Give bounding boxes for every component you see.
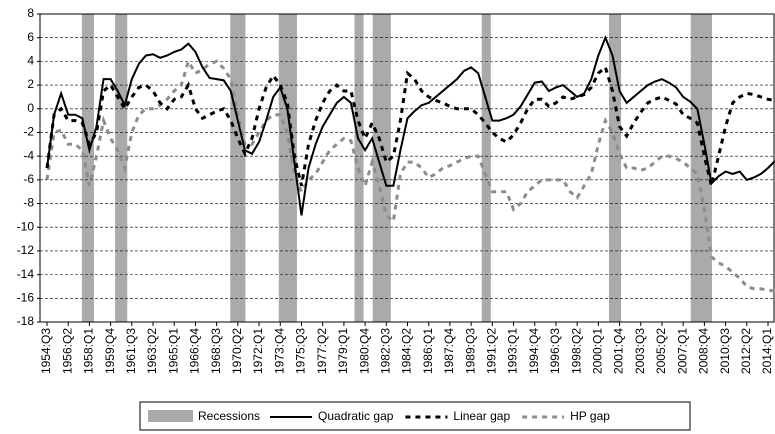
x-tick-label: 1998:Q2 [569,328,583,374]
x-tick-label: 1961:Q3 [124,328,138,374]
y-tick-label: 6 [27,30,34,44]
series-line [45,57,775,293]
x-tick-label: 1984:Q2 [400,328,414,374]
y-tick-label: -18 [17,314,35,328]
x-tick-label: 2001:Q4 [612,328,626,374]
y-tick-label: 2 [27,77,34,91]
y-tick-label: -16 [17,290,35,304]
y-tick-label: -14 [17,267,35,281]
recession-band [608,14,622,322]
x-tick-label: 1973:Q4 [272,328,286,374]
x-tick-label: 1963:Q2 [145,328,159,374]
y-tick-label: -8 [23,196,34,210]
x-tick-label: 1989:Q3 [463,328,477,374]
legend: Recessions Quadratic gap Linear gap HP gap [139,401,691,431]
x-tick-label: 1986:Q1 [421,328,435,374]
x-tick-label: 1972:Q1 [251,328,265,374]
legend-swatch [148,410,193,422]
x-tick-label: 2000:Q1 [591,328,605,374]
x-tick-label: 1970:Q2 [230,328,244,374]
x-tick-label: 1991:Q2 [484,328,498,374]
legend-label: Quadratic gap [318,409,394,423]
y-tick-label: -2 [23,125,34,139]
x-tick-label: 1987:Q4 [442,328,456,374]
x-tick-label: 1954:Q3 [39,328,53,374]
x-tick-label: 1996:Q3 [548,328,562,374]
x-tick-label: 1958:Q1 [82,328,96,374]
x-tick-label: 2005:Q2 [654,328,668,374]
x-tick-label: 1966:Q4 [188,328,202,374]
x-tick-label: 1965:Q1 [166,328,180,374]
y-tick-label: -4 [23,148,34,162]
x-tick-label: 1979:Q1 [336,328,350,374]
legend-box [139,401,691,431]
recession-band [278,14,297,322]
x-tick-label: 2003:Q3 [633,328,647,374]
x-tick-label: 1968:Q3 [209,328,223,374]
x-tick-label: 2010:Q3 [718,328,732,374]
series-line [45,64,775,187]
y-tick-label: 0 [27,101,34,115]
legend-label: Recessions [198,409,260,423]
y-tick-label: -6 [23,172,34,186]
x-tick-label: 1975:Q3 [294,328,308,374]
recession-band [481,14,491,322]
x-tick-label: 1980:Q4 [357,328,371,374]
x-tick-label: 1977:Q2 [315,328,329,374]
x-tick-label: 2007:Q1 [675,328,689,374]
recession-band [230,14,246,322]
y-tick-label: -10 [17,219,35,233]
series-line [46,34,775,216]
x-tick-label: 1994:Q4 [527,328,541,374]
x-tick-label: 2008:Q4 [697,328,711,374]
x-tick-label: 1993:Q1 [506,328,520,374]
x-tick-label: 2012:Q2 [739,328,753,374]
plot-area [40,14,774,322]
legend-label: Linear gap [453,409,510,423]
x-tick-label: 2014:Q1 [760,328,774,374]
y-tick-label: 8 [27,6,34,20]
x-tick-label: 1982:Q3 [378,328,392,374]
x-tick-label: 1959:Q4 [103,328,117,374]
x-tick-label: 1956:Q2 [60,328,74,374]
legend-label: HP gap [570,409,610,423]
recession-band [690,14,712,322]
y-tick-label: 4 [27,54,34,68]
recession-band [81,14,94,322]
y-tick-label: -12 [17,243,35,257]
